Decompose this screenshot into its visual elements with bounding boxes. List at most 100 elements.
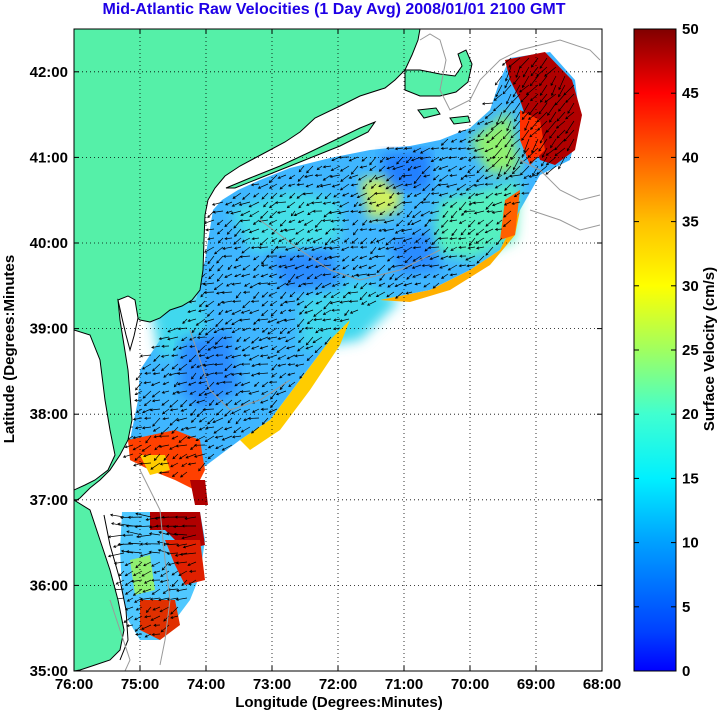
velocity-arrow	[374, 218, 386, 222]
velocity-arrow	[339, 228, 350, 232]
velocity-arrow	[260, 273, 269, 278]
velocity-arrow	[492, 201, 503, 207]
velocity-arrow	[207, 237, 215, 241]
velocity-arrow	[503, 201, 512, 206]
velocity-arrow	[368, 228, 377, 232]
velocity-arrow	[206, 381, 215, 390]
velocity-arrow	[274, 201, 287, 205]
velocity-arrow	[315, 327, 323, 334]
velocity-arrow	[173, 381, 179, 388]
velocity-arrow	[458, 245, 467, 249]
velocity-arrow	[374, 174, 386, 180]
velocity-arrow	[117, 522, 134, 527]
velocity-arrow	[225, 390, 233, 395]
velocity-arrow	[152, 372, 161, 376]
velocity-arrow	[232, 192, 242, 199]
velocity-arrow	[386, 174, 395, 182]
velocity-arrow	[286, 327, 296, 334]
velocity-arrow	[308, 255, 314, 262]
velocity-arrow	[433, 165, 440, 172]
velocity-arrow	[341, 219, 350, 223]
velocity-arrow	[162, 417, 170, 421]
velocity-arrow	[198, 300, 206, 308]
velocity-arrow	[135, 512, 152, 518]
velocity-arrow	[177, 381, 188, 386]
velocity-arrow	[519, 165, 530, 176]
velocity-arrow	[305, 264, 314, 269]
colorbar-tick-label: 15	[682, 470, 699, 487]
velocity-vectors	[107, 57, 575, 638]
velocity-arrow	[225, 201, 233, 206]
velocity-arrow	[495, 237, 503, 246]
velocity-arrow	[359, 228, 368, 232]
velocity-arrow	[211, 201, 224, 206]
velocity-arrow	[208, 399, 215, 407]
y-tick-label: 39:00	[30, 321, 68, 338]
velocity-arrow	[321, 282, 332, 288]
velocity-arrow	[523, 138, 530, 154]
velocity-arrow	[205, 354, 215, 360]
velocity-arrow	[283, 318, 296, 322]
velocity-arrow	[369, 174, 377, 183]
velocity-arrow	[267, 327, 278, 335]
velocity-arrow	[339, 201, 350, 208]
velocity-arrow	[441, 228, 449, 234]
velocity-arrow	[215, 444, 224, 450]
velocity-arrow	[339, 165, 350, 172]
velocity-arrow	[241, 228, 251, 233]
velocity-arrow	[440, 138, 449, 146]
velocity-arrow	[248, 354, 260, 361]
velocity-arrow	[430, 147, 440, 151]
velocity-arrow	[481, 102, 494, 106]
velocity-arrow	[314, 173, 323, 177]
velocity-arrow	[296, 192, 305, 199]
velocity-arrow	[457, 147, 467, 151]
velocity-arrow	[286, 354, 296, 360]
velocity-arrow	[188, 354, 197, 363]
velocity-arrow	[387, 282, 395, 288]
velocity-arrow	[374, 255, 386, 259]
velocity-arrow	[419, 156, 431, 160]
velocity-arrow	[331, 201, 341, 205]
velocity-arrow	[539, 84, 548, 97]
velocity-arrow	[170, 462, 179, 468]
velocity-arrow	[169, 408, 179, 412]
velocity-arrow	[250, 299, 260, 303]
velocity-arrow	[503, 102, 512, 113]
velocity-arrow	[374, 191, 386, 195]
velocity-arrow	[256, 372, 269, 376]
velocity-arrow	[361, 300, 368, 305]
velocity-arrow	[312, 336, 323, 344]
velocity-arrow	[545, 165, 557, 175]
velocity-arrow	[152, 606, 161, 611]
velocity-arrow	[520, 183, 530, 187]
velocity-arrow	[352, 228, 359, 236]
velocity-arrow	[213, 327, 224, 333]
velocity-arrow	[554, 147, 566, 157]
velocity-arrow	[423, 192, 431, 202]
velocity-arrow	[151, 390, 161, 398]
velocity-arrow	[241, 345, 251, 352]
velocity-arrow	[280, 300, 287, 307]
velocity-arrow	[261, 417, 269, 426]
velocity-arrow	[285, 336, 296, 343]
velocity-arrow	[314, 228, 323, 232]
velocity-arrow	[296, 254, 305, 258]
velocity-arrow	[180, 471, 188, 478]
velocity-arrow	[289, 291, 296, 298]
velocity-arrow	[456, 183, 467, 191]
velocity-arrow	[251, 237, 260, 241]
velocity-arrow	[550, 138, 557, 149]
velocity-arrow	[234, 345, 242, 350]
velocity-arrow	[261, 390, 269, 395]
bathymetry-contours	[109, 33, 601, 671]
velocity-arrow	[396, 255, 404, 259]
velocity-arrow	[278, 255, 287, 259]
velocity-arrow	[485, 237, 494, 244]
velocity-arrow	[287, 363, 296, 367]
velocity-arrow	[494, 192, 503, 196]
velocity-arrow	[342, 282, 350, 286]
velocity-arrow	[284, 264, 296, 269]
velocity-arrow	[350, 165, 359, 175]
velocity-arrow	[532, 165, 539, 177]
